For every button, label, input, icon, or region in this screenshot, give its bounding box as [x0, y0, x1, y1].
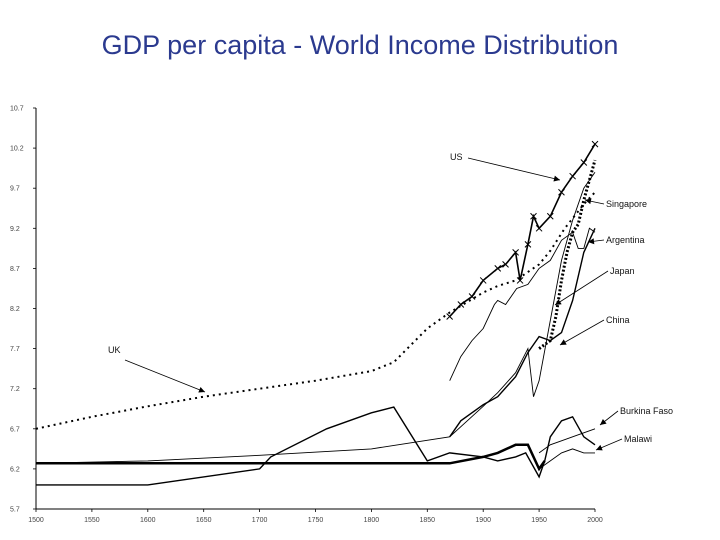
series-point-us — [591, 140, 599, 148]
series-point-us — [524, 240, 532, 248]
series-point-us — [512, 249, 519, 256]
arrowhead-china — [560, 339, 567, 345]
y-tick-label: 6.2 — [10, 466, 20, 473]
y-tick-label: 7.2 — [10, 386, 20, 393]
x-tick-label: 1700 — [252, 517, 268, 524]
series-line-us — [449, 143, 596, 318]
label-uk: UK — [108, 345, 121, 355]
series-point-us — [530, 212, 537, 220]
series-point-us — [457, 301, 465, 308]
label-malawi: Malawi — [624, 434, 652, 444]
arrow-uk — [124, 359, 206, 393]
label-burkina-faso: Burkina Faso — [620, 406, 673, 416]
x-tick-label: 1650 — [196, 517, 212, 524]
label-japan: Japan — [610, 266, 635, 276]
x-tick-label: 1800 — [364, 517, 380, 524]
x-tick-label: 1500 — [28, 517, 44, 524]
series-line-8 — [36, 406, 596, 486]
label-china: China — [606, 315, 630, 325]
x-tick-label: 1950 — [531, 517, 547, 524]
series-line-argentina — [449, 227, 596, 381]
series-line-singapore — [538, 159, 597, 350]
x-tick-label: 1750 — [308, 517, 324, 524]
series-line-china — [36, 443, 546, 472]
series-point-us — [468, 293, 476, 300]
chart-annotations: US Singapore Argentina Japan China UK Burkina … — [108, 152, 673, 451]
series-point-us — [535, 224, 543, 232]
arrowhead-malawi — [596, 444, 603, 451]
arrow-china — [559, 319, 605, 346]
series-point-us — [569, 172, 576, 180]
y-tick-label: 5.7 — [10, 507, 20, 514]
arrowhead-us — [553, 175, 560, 182]
label-singapore: Singapore — [606, 199, 647, 209]
x-tick-label: 1550 — [84, 517, 100, 524]
series-point-us — [516, 277, 524, 284]
arrowhead-singapore — [585, 198, 592, 205]
label-argentina: Argentina — [606, 235, 645, 245]
y-tick-label: 6.7 — [10, 426, 20, 433]
arrowhead-argentina — [588, 238, 595, 245]
arrowhead-uk — [198, 386, 205, 393]
chart-axes: 10.7 10.2 9.7 9.2 8.7 8.2 7.7 7.2 6.7 6.2 5.7 1500 1… — [10, 106, 603, 525]
series-line-9 — [449, 228, 596, 438]
x-tick-label: 1850 — [420, 517, 436, 524]
series-point-us — [479, 277, 487, 284]
arrowhead-burkina-faso — [600, 418, 607, 425]
series-point-us — [546, 212, 554, 220]
y-tick-label: 9.7 — [10, 186, 20, 193]
arrow-us — [467, 157, 561, 181]
y-tick-label: 7.7 — [10, 346, 20, 353]
series-point-us — [494, 265, 502, 272]
arrowhead-japan — [555, 299, 562, 305]
series-point-us — [446, 313, 454, 320]
chart-series — [35, 140, 599, 486]
series-line-malawi — [538, 448, 595, 470]
x-tick-label: 1600 — [140, 517, 156, 524]
y-tick-label: 10.2 — [10, 146, 24, 153]
chart-title: GDP per capita - World Income Distributi… — [101, 30, 619, 60]
label-us: US — [450, 152, 463, 162]
y-tick-label: 9.2 — [10, 226, 20, 233]
x-tick-label: 2000 — [587, 517, 603, 524]
series-point-us — [558, 188, 565, 196]
series-point-us — [580, 159, 588, 166]
y-tick-label: 10.7 — [10, 106, 24, 113]
series-line-uk — [35, 191, 596, 430]
x-tick-label: 1900 — [475, 517, 491, 524]
y-tick-label: 8.7 — [10, 266, 20, 273]
y-tick-label: 8.2 — [10, 306, 20, 313]
series-line-japan — [35, 171, 596, 464]
series-point-us — [502, 261, 509, 268]
arrow-japan — [554, 270, 609, 306]
